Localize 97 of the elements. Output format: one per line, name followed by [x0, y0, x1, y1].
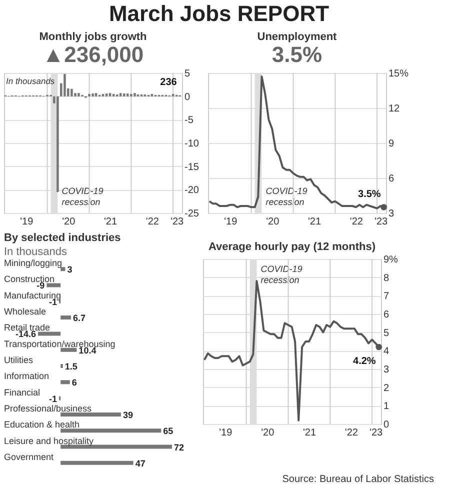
data-label: -14.6 — [15, 329, 36, 340]
category-label: Financial — [4, 387, 40, 398]
y-tick-label: -25 — [184, 208, 200, 220]
y-tick-label: 6 — [388, 174, 394, 184]
category-label: Information — [4, 371, 50, 382]
bar — [78, 93, 80, 96]
chart-title: Unemployment — [257, 31, 338, 43]
x-tick-label: '21 — [303, 428, 316, 438]
bar — [119, 93, 122, 96]
y-tick-label: 3 — [384, 364, 390, 376]
bar — [60, 380, 70, 384]
data-label: 47 — [135, 458, 146, 468]
category-label: Mining/logging — [4, 258, 62, 268]
bar — [134, 93, 136, 96]
y-tick-label: 5 — [384, 328, 390, 339]
x-tick-label: '19 — [224, 216, 238, 228]
category-label: Utilities — [4, 355, 34, 365]
data-label: 1.5 — [64, 362, 78, 372]
bar — [105, 94, 108, 96]
y-tick-label: -5 — [184, 115, 194, 126]
bar — [108, 93, 112, 96]
y-tick-label: 12 — [388, 104, 400, 114]
bar — [70, 88, 73, 96]
x-tick-label: '23 — [370, 428, 384, 438]
data-label: -1 — [49, 394, 58, 404]
bar — [92, 94, 94, 96]
bar — [60, 267, 66, 272]
x-tick-label: '20 — [62, 216, 76, 228]
y-tick-label: 5 — [184, 68, 190, 80]
y-tick-label: 0 — [184, 92, 190, 103]
bar — [38, 332, 61, 336]
y-tick-label: 15% — [388, 68, 409, 80]
annotation: 4.2% — [353, 356, 376, 367]
y-tick-label: 0 — [384, 420, 390, 430]
y-tick-label: 2 — [384, 382, 390, 394]
y-tick-label: -20 — [184, 185, 200, 196]
chart-subtitle: 3.5% — [272, 42, 322, 67]
y-tick-label: 3 — [388, 208, 394, 220]
y-tick-label: 7 — [384, 291, 390, 302]
category-label: Transportation/warehousing — [4, 338, 116, 349]
x-tick-label: '19 — [20, 216, 34, 228]
y-tick-label: -10 — [184, 138, 200, 150]
x-tick-label: '22 — [350, 216, 364, 228]
x-tick-label: '20 — [266, 216, 280, 228]
x-tick-label: '21 — [308, 216, 322, 228]
y-tick-label: 4 — [384, 346, 390, 358]
bar — [126, 94, 129, 96]
data-label: 6 — [72, 378, 77, 388]
data-label: 39 — [122, 410, 133, 420]
category-label: Leisure and hospitality — [4, 436, 94, 446]
bar — [46, 283, 61, 288]
bar — [60, 316, 71, 320]
y-tick-label: 8 — [384, 272, 390, 284]
bar — [56, 96, 59, 192]
annotation: 3.5% — [358, 189, 381, 200]
category-label: Professional/business — [4, 403, 92, 414]
y-tick-label: 9 — [388, 138, 394, 150]
bar — [60, 460, 134, 465]
x-tick-label: '22 — [146, 216, 160, 228]
chart-title: Average hourly pay (12 months) — [208, 241, 376, 253]
category-label: Education & health — [4, 420, 80, 430]
x-tick-label: '23 — [374, 216, 388, 228]
bar — [60, 428, 162, 433]
x-tick-label: '23 — [170, 216, 184, 228]
data-label: -9 — [36, 280, 45, 291]
annotation: In thousands — [6, 76, 56, 86]
chart-subtitle: ▲236,000 — [42, 42, 144, 67]
y-tick-label: 1 — [384, 401, 390, 412]
band-label: COVID-19 recession — [260, 264, 302, 285]
chart-title: By selected industries — [4, 232, 121, 244]
x-tick-label: '22 — [344, 428, 358, 438]
category-label: Government — [4, 452, 54, 462]
x-tick-label: '19 — [219, 428, 233, 438]
bar — [94, 93, 98, 96]
bar — [60, 348, 77, 352]
data-label: 3 — [67, 264, 72, 275]
y-tick-label: 6 — [384, 310, 390, 320]
y-tick-label: -15 — [184, 162, 200, 173]
annotation: 236 — [160, 77, 178, 88]
bar — [64, 74, 66, 96]
chart-title: Monthly jobs growth — [39, 31, 148, 43]
bar — [123, 94, 126, 96]
data-label: 65 — [163, 426, 174, 436]
text: March Jobs REPORT — [108, 1, 330, 26]
bar — [60, 412, 121, 416]
data-label: 6.7 — [72, 313, 86, 324]
source-note: Source: Bureau of Labor Statistics — [282, 474, 434, 485]
bar — [60, 444, 172, 449]
data-label: 72 — [174, 442, 184, 452]
y-tick-label: 9% — [384, 254, 398, 266]
band-label: COVID-19 recession — [62, 186, 104, 207]
x-tick-label: '21 — [104, 216, 118, 228]
chart-subtitle: In thousands — [4, 246, 68, 258]
category-label: Wholesale — [4, 306, 46, 317]
x-tick-label: '20 — [261, 428, 275, 438]
bar — [74, 93, 76, 96]
band-label: COVID-19 recession — [266, 186, 308, 207]
